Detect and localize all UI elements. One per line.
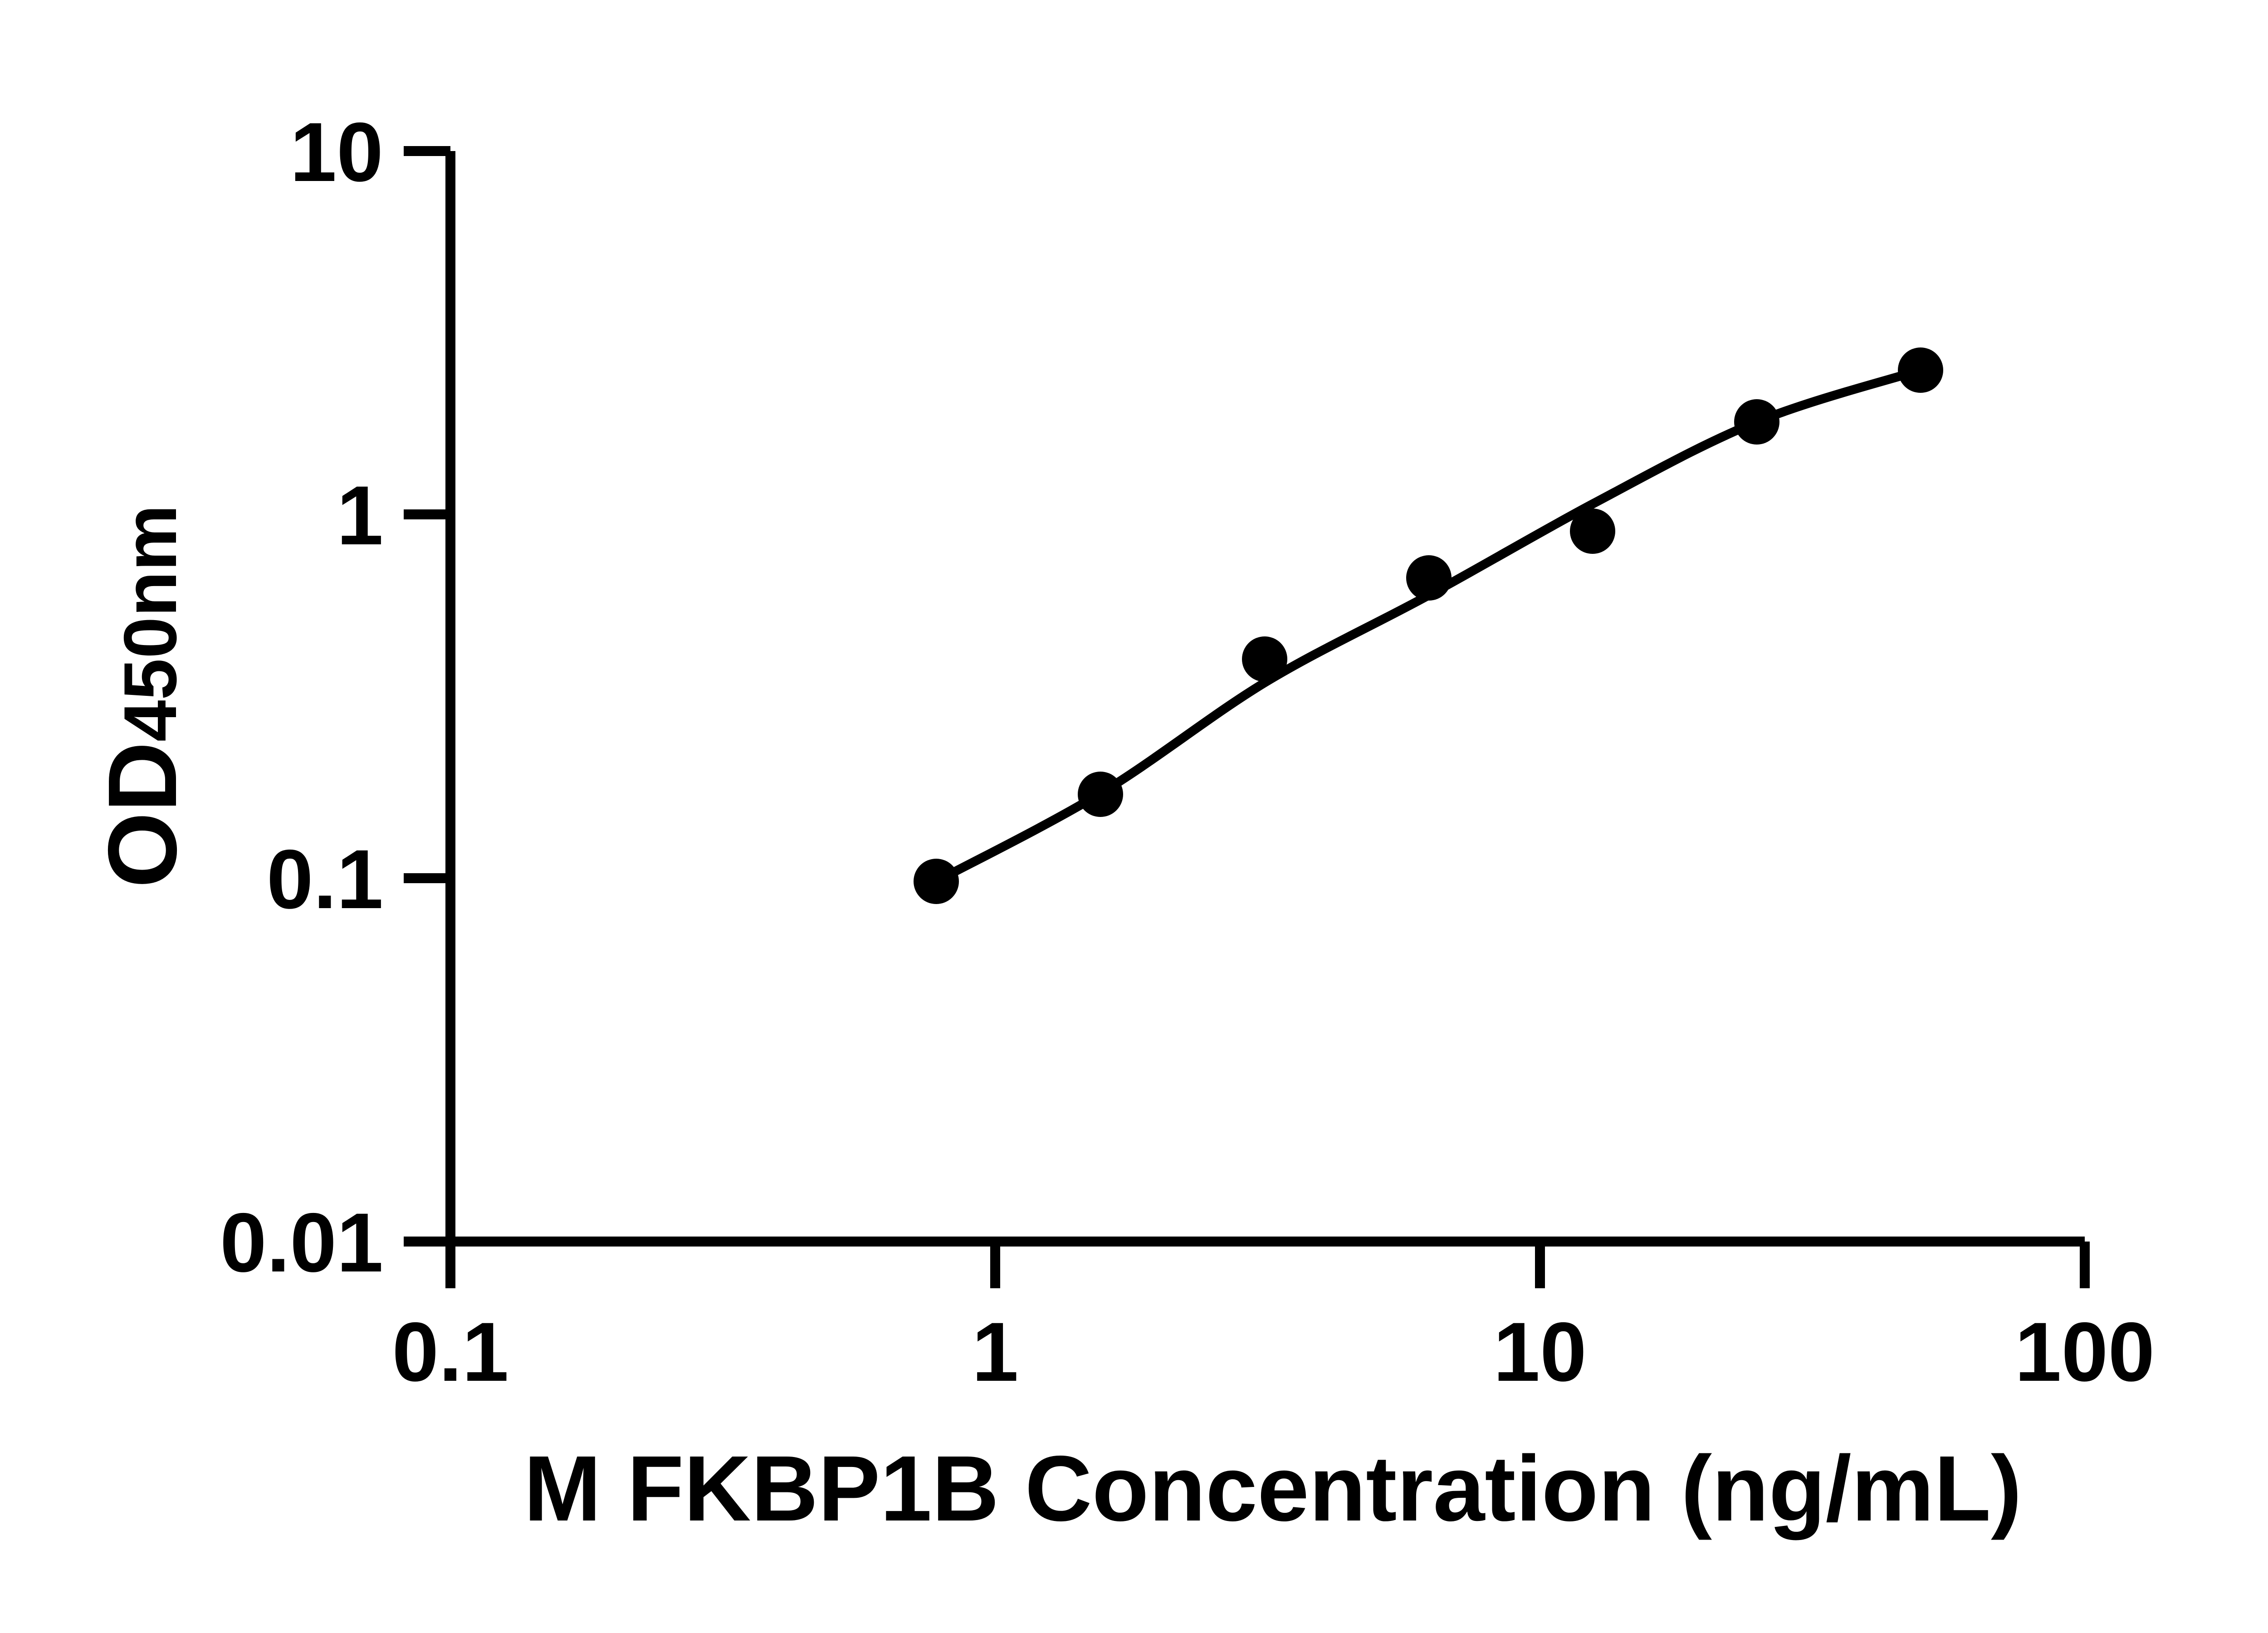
y-tick-label: 0.1: [267, 833, 383, 926]
y-axis-title: OD450nm: [88, 504, 197, 888]
data-point: [1078, 772, 1123, 817]
x-axis-ticks: 0.1 1 10 100: [392, 1242, 2155, 1399]
data-points: [914, 347, 1943, 904]
data-point: [1242, 636, 1287, 682]
x-tick-label: 1: [972, 1305, 1019, 1399]
data-point: [1898, 347, 1943, 393]
y-tick-label: 10: [290, 106, 383, 199]
x-tick-label: 10: [1493, 1305, 1587, 1399]
x-axis-title: M FKBP1B Concentration (ng/mL): [524, 1437, 2022, 1540]
data-point: [914, 859, 959, 904]
y-axis-ticks: 10 1 0.1 0.01: [220, 106, 450, 1290]
data-point: [1734, 399, 1779, 445]
data-point: [1570, 508, 1615, 554]
y-tick-label: 1: [337, 469, 383, 562]
y-axis-title-sub: 450nm: [108, 504, 192, 742]
data-point: [1406, 555, 1452, 601]
x-tick-label: 100: [2015, 1305, 2155, 1399]
y-tick-label: 0.01: [220, 1196, 383, 1290]
x-tick-label: 0.1: [392, 1305, 508, 1399]
y-axis-title-main: OD: [88, 742, 197, 888]
